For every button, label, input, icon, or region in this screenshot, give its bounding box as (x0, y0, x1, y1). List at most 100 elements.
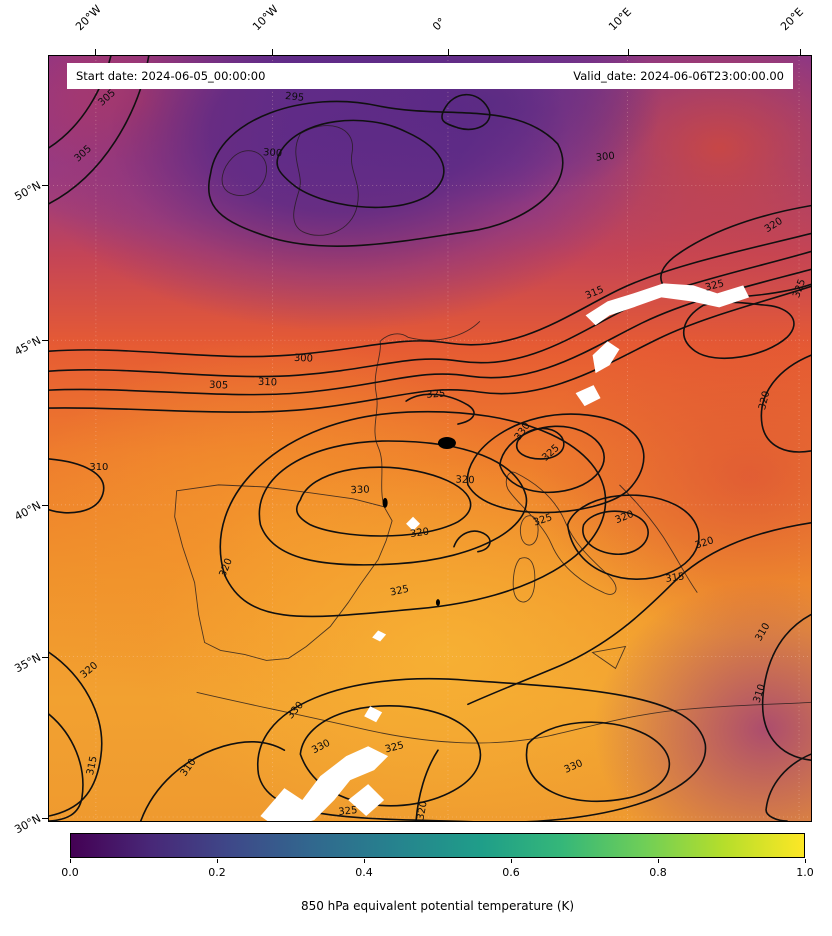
contour-line-320 (660, 204, 811, 299)
contour-label: 325 (338, 805, 358, 818)
missing-data-atlas (364, 706, 383, 723)
map-panel: 305 305 295 300 300 300 305 310 315 320 … (48, 55, 812, 822)
contour-label: 325 (384, 740, 405, 755)
contour-line-295 (441, 93, 491, 131)
coast-iberia (174, 484, 393, 661)
contour-line-310 (761, 613, 811, 761)
filled-contour-dark-spots (382, 437, 456, 607)
contour-line-320 (415, 749, 439, 821)
contour-label: 310 (752, 683, 768, 704)
x-tick-mark (272, 49, 273, 55)
x-tick-mark (628, 49, 629, 55)
contour-line-300 (208, 100, 564, 247)
y-tick-mark (42, 818, 48, 819)
contour-label: 320 (218, 557, 235, 579)
contour-label: 320 (415, 800, 429, 821)
contour-line-300 (49, 232, 811, 358)
x-tick-label-20e: 20°E (778, 5, 806, 34)
coast-corsica (519, 515, 539, 546)
colorbar-tick-mark (805, 859, 806, 863)
colorbar-title: 850 hPa equivalent potential temperature… (300, 899, 575, 913)
contour-label: 320 (409, 526, 429, 540)
contour-label: 320 (763, 216, 785, 235)
contour-label: 320 (694, 535, 715, 551)
start-date-text: Start date: 2024-06-05_00:00:00 (76, 69, 266, 83)
contour-label: 320 (78, 660, 100, 681)
contour-label: 325 (389, 584, 410, 599)
contour-line-325 (256, 677, 707, 821)
colorbar-tick-label: 0.0 (61, 866, 79, 879)
contour-label: 330 (563, 758, 585, 776)
contour-line-320 (453, 530, 491, 553)
y-tick-label-50n: 50°N (12, 178, 44, 204)
contour-line-325 (499, 425, 605, 494)
contour-label: 310 (258, 377, 277, 389)
date-banner: Start date: 2024-06-05_00:00:00 Valid_da… (67, 63, 793, 89)
contour-label: 300 (263, 147, 283, 159)
coast-france (374, 320, 481, 507)
x-tick-label-10w: 10°W (250, 2, 281, 34)
coast-north-africa (196, 691, 811, 744)
coastlines (174, 125, 811, 744)
contour-label: 310 (753, 621, 772, 643)
missing-data-alps (575, 385, 601, 407)
y-tick-label-45n: 45°N (12, 333, 44, 359)
colorbar-tick-label: 0.4 (355, 866, 373, 879)
coast-sicily (591, 645, 627, 670)
colorbar-tick-label: 0.2 (208, 866, 226, 879)
y-tick-label-40n: 40°N (12, 498, 44, 524)
coast-balkans (619, 484, 698, 593)
contour-label: 325 (704, 278, 725, 293)
coast-sardinia (512, 557, 536, 603)
x-tick-mark (800, 49, 801, 55)
contour-line-315 (49, 713, 84, 821)
contour-label: 305 (96, 88, 118, 109)
x-tick-mark (95, 49, 96, 55)
contour-labels: 305 305 295 300 300 300 305 310 315 320 … (72, 88, 808, 821)
contour-label: 305 (72, 143, 94, 164)
y-tick-mark (42, 657, 48, 658)
x-tick-label-0: 0° (430, 15, 449, 34)
contour-label: 310 (179, 757, 199, 779)
colorbar-tick-label: 0.6 (502, 866, 520, 879)
contour-line-325 (405, 393, 475, 425)
contour-line-305 (49, 250, 811, 378)
contour-label: 330 (310, 738, 332, 757)
contour-line-310 (49, 268, 811, 396)
contour-label: 320 (455, 475, 474, 487)
colorbar-tick-mark (658, 859, 659, 863)
x-tick-label-10e: 10°E (606, 5, 634, 34)
contour-line-325 (683, 301, 795, 360)
coast-italy (505, 471, 617, 595)
contour-line-315 (49, 285, 811, 413)
contour-label: 300 (595, 151, 615, 164)
contour-label: 305 (209, 380, 228, 392)
contour-line-325 (582, 510, 649, 555)
contour-line-320 (219, 410, 607, 618)
contour-line-330 (515, 427, 565, 460)
contour-line-310 (49, 458, 105, 514)
colorbar-tick-mark (364, 859, 365, 863)
y-tick-mark (42, 340, 48, 341)
colorbar-tick-mark (217, 859, 218, 863)
y-tick-label-35n: 35°N (12, 650, 44, 676)
coast-ireland (221, 150, 267, 196)
missing-data-atlas (260, 746, 389, 821)
missing-data-sierra (372, 630, 387, 642)
contour-line-315 (467, 521, 811, 706)
contour-line-320 (566, 494, 700, 580)
contour-label: 315 (584, 284, 606, 301)
missing-data-patches (260, 283, 750, 821)
colorbar-tick-label: 0.8 (649, 866, 667, 879)
contour-label: 295 (285, 91, 305, 104)
contour-line-320 (760, 354, 811, 453)
contour-label: 315 (85, 755, 100, 776)
coast-britain (293, 125, 359, 236)
contour-label: 320 (757, 390, 772, 411)
contour-line-310 (765, 753, 811, 821)
missing-data-alps (592, 341, 620, 374)
contour-label: 310 (89, 462, 108, 473)
contour-label: 325 (426, 388, 446, 400)
contour-label: 330 (350, 485, 369, 497)
